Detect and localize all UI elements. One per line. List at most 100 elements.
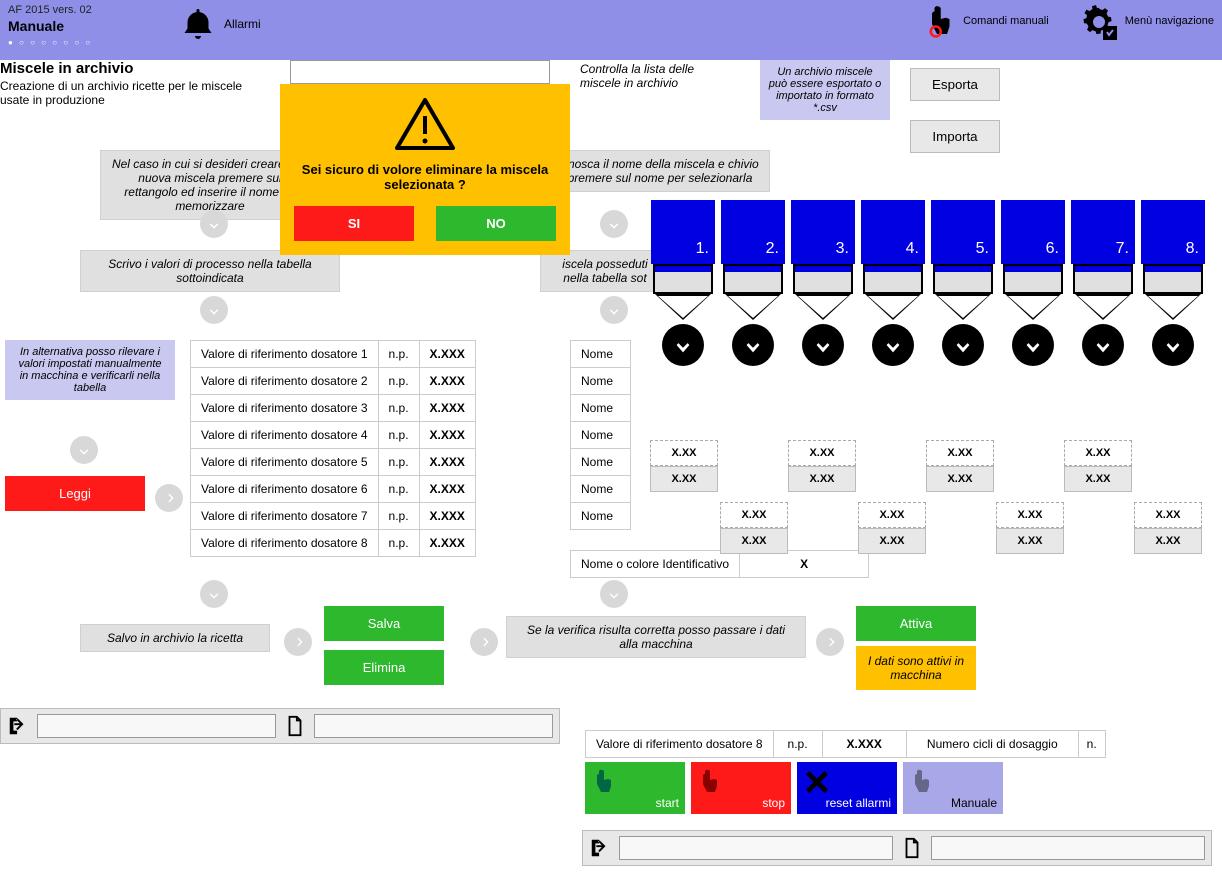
table-row: Valore di riferimento dosatore 5n.p.X.XX… <box>191 449 476 476</box>
dosatore: 6. <box>1000 200 1066 366</box>
val-cell[interactable]: X.XX <box>1134 502 1202 528</box>
modal-si-button[interactable]: SI <box>294 206 414 241</box>
nome-cell[interactable]: Nome <box>571 341 631 368</box>
elimina-button[interactable]: Elimina <box>324 650 444 685</box>
funnel-icon <box>865 294 921 320</box>
dosatore-number: 2. <box>721 200 785 264</box>
import-button[interactable]: Importa <box>910 120 1000 153</box>
param-value[interactable]: X.XXX <box>419 503 475 530</box>
dosatore-body-icon <box>933 268 993 294</box>
header: AF 2015 vers. 02 Manuale ● ○ ○ ○ ○ ○ ○ ○… <box>0 0 1222 60</box>
val-cell[interactable]: X.XX <box>926 466 994 492</box>
val-cell[interactable]: X.XX <box>1064 440 1132 466</box>
param-value[interactable]: X.XXX <box>419 368 475 395</box>
val-cell[interactable]: X.XX <box>996 502 1064 528</box>
bottom-input-4[interactable] <box>931 836 1205 860</box>
arrow-down-icon <box>70 436 98 464</box>
dosatore-number: 3. <box>791 200 855 264</box>
down-arrow-icon <box>662 324 704 366</box>
dosatore: 2. <box>720 200 786 366</box>
funnel-icon <box>1005 294 1061 320</box>
param-unit: n.p. <box>378 503 419 530</box>
nav-menu-button[interactable]: Menù navigazione <box>1079 2 1214 42</box>
bottom-input-3[interactable] <box>619 836 893 860</box>
dosatori-graphic: 1. 2. 3. 4. 5. 6. 7. 8. <box>650 200 1206 366</box>
nome-cell[interactable]: Nome <box>571 422 631 449</box>
param-label: Valore di riferimento dosatore 8 <box>191 530 379 557</box>
param-value[interactable]: X.XXX <box>419 341 475 368</box>
alarms-block[interactable]: Allarmi <box>180 4 261 44</box>
nome-cell[interactable]: Nome <box>571 395 631 422</box>
val-cell[interactable]: X.XX <box>720 528 788 554</box>
param-value[interactable]: X.XXX <box>419 422 475 449</box>
table-row: Nome <box>571 341 631 368</box>
param-unit: n.p. <box>378 368 419 395</box>
table-row: Valore di riferimento dosatore 7n.p.X.XX… <box>191 503 476 530</box>
enter-icon[interactable] <box>589 837 611 859</box>
bottom-input-2[interactable] <box>314 714 553 738</box>
dosatore-number: 1. <box>651 200 715 264</box>
val-cell[interactable]: X.XX <box>858 502 926 528</box>
val-cell[interactable]: X.XX <box>720 502 788 528</box>
reset-alarms-button[interactable]: reset allarmi <box>797 762 897 814</box>
start-button[interactable]: start <box>585 762 685 814</box>
nome-cell[interactable]: Nome <box>571 368 631 395</box>
status-badge: I dati sono attivi in macchina <box>856 646 976 690</box>
nome-cell[interactable]: Nome <box>571 476 631 503</box>
val-cell[interactable]: X.XX <box>650 466 718 492</box>
document-icon[interactable] <box>284 715 306 737</box>
dosatore: 4. <box>860 200 926 366</box>
manual-commands-button[interactable]: Comandi manuali <box>927 2 1049 42</box>
table-row: Valore di riferimento dosatore 8n.p.X.XX… <box>191 530 476 557</box>
param-value[interactable]: X.XXX <box>419 476 475 503</box>
archive-dropdown[interactable] <box>290 60 550 84</box>
modal-no-button[interactable]: NO <box>436 206 556 241</box>
val-cell[interactable]: X.XX <box>1064 466 1132 492</box>
stop-button[interactable]: stop <box>691 762 791 814</box>
dosatore-body-icon <box>723 268 783 294</box>
bot-param-label: Valore di riferimento dosatore 8 <box>585 730 774 758</box>
bot-param-val[interactable]: X.XXX <box>823 730 907 758</box>
param-label: Valore di riferimento dosatore 1 <box>191 341 379 368</box>
param-label: Valore di riferimento dosatore 6 <box>191 476 379 503</box>
val-cell[interactable]: X.XX <box>926 440 994 466</box>
export-button[interactable]: Esporta <box>910 68 1000 101</box>
attiva-button[interactable]: Attiva <box>856 606 976 641</box>
arrow-down-icon <box>200 296 228 324</box>
nome-cell[interactable]: Nome <box>571 449 631 476</box>
dosatore-number: 8. <box>1141 200 1205 264</box>
page-subtitle: Creazione di un archivio ricette per le … <box>0 79 250 107</box>
document-icon[interactable] <box>901 837 923 859</box>
arrow-down-icon <box>600 296 628 324</box>
val-cell[interactable]: X.XX <box>788 466 856 492</box>
enter-icon[interactable] <box>7 715 29 737</box>
hand-press-icon <box>927 4 957 40</box>
val-cell[interactable]: X.XX <box>788 440 856 466</box>
arrow-right-icon <box>155 484 183 512</box>
param-value[interactable]: X.XXX <box>419 449 475 476</box>
nome-cell[interactable]: Nome <box>571 503 631 530</box>
dosatore-body-icon <box>653 268 713 294</box>
val-cell[interactable]: X.XX <box>996 528 1064 554</box>
down-arrow-icon <box>872 324 914 366</box>
confirm-delete-modal: Sei sicuro di volore eliminare la miscel… <box>280 84 570 255</box>
param-value[interactable]: X.XXX <box>419 530 475 557</box>
alt-read-note: In alternativa posso rilevare i valori i… <box>5 340 175 400</box>
hand-press-icon <box>909 768 937 796</box>
dosatore: 5. <box>930 200 996 366</box>
val-cell[interactable]: X.XX <box>650 440 718 466</box>
leggi-button[interactable]: Leggi <box>5 476 145 511</box>
val-cell[interactable]: X.XX <box>858 528 926 554</box>
salva-button[interactable]: Salva <box>324 606 444 641</box>
manuale-button[interactable]: Manuale <box>903 762 1003 814</box>
funnel-icon <box>795 294 851 320</box>
table-row: Nome <box>571 503 631 530</box>
dosatore-body-icon <box>863 268 923 294</box>
param-value[interactable]: X.XXX <box>419 395 475 422</box>
bottom-param-row: Valore di riferimento dosatore 8 n.p. X.… <box>585 730 1106 758</box>
bottom-input-1[interactable] <box>37 714 276 738</box>
value-grid: X.XX X.XX X.XX X.XX X.XX X.XX X.XX X.XX … <box>650 440 1202 558</box>
arrow-down-icon <box>200 210 228 238</box>
table-row: Nome <box>571 449 631 476</box>
val-cell[interactable]: X.XX <box>1134 528 1202 554</box>
